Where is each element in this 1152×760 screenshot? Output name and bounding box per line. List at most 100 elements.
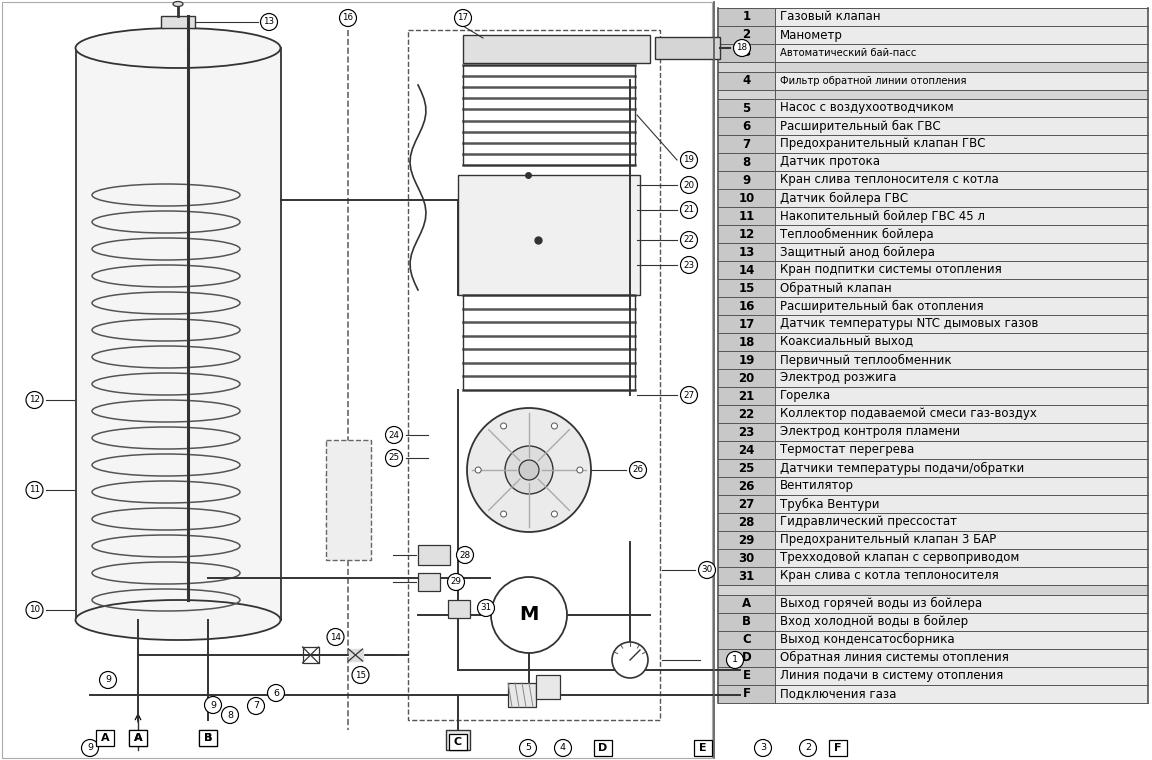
Text: 9: 9 <box>210 701 217 710</box>
Text: Предохранительный клапан 3 БАР: Предохранительный клапан 3 БАР <box>780 534 996 546</box>
Text: Выход горячей воды из бойлера: Выход горячей воды из бойлера <box>780 597 983 610</box>
Text: 18: 18 <box>736 43 748 52</box>
Text: Кран слива с котла теплоносителя: Кран слива с котла теплоносителя <box>780 569 999 582</box>
Text: 2: 2 <box>742 28 751 42</box>
Circle shape <box>386 449 402 467</box>
Bar <box>718 44 775 62</box>
Circle shape <box>577 467 583 473</box>
Text: 30: 30 <box>738 552 755 565</box>
Bar <box>775 189 1149 207</box>
Text: 20: 20 <box>683 181 695 189</box>
Bar <box>775 667 1149 685</box>
Text: B: B <box>204 733 212 743</box>
Text: 2: 2 <box>805 743 811 752</box>
Bar <box>718 685 775 702</box>
Circle shape <box>505 446 553 494</box>
Bar <box>775 225 1149 243</box>
Text: 1: 1 <box>742 11 751 24</box>
Text: Электрод розжига: Электрод розжига <box>780 372 896 385</box>
Text: 12: 12 <box>29 395 40 404</box>
Bar <box>775 117 1149 135</box>
Bar <box>718 513 775 531</box>
Bar <box>775 44 1149 62</box>
Circle shape <box>267 685 285 701</box>
Circle shape <box>755 739 772 756</box>
Text: Электрод контроля пламени: Электрод контроля пламени <box>780 426 960 439</box>
Text: 13: 13 <box>738 245 755 258</box>
Bar <box>449 734 467 750</box>
Text: Трубка Вентури: Трубка Вентури <box>780 498 879 511</box>
Circle shape <box>353 667 369 683</box>
Bar <box>775 441 1149 459</box>
Text: Датчик бойлера ГВС: Датчик бойлера ГВС <box>780 192 908 204</box>
Bar <box>718 405 775 423</box>
Circle shape <box>327 629 344 645</box>
Bar <box>594 740 612 756</box>
Bar <box>775 135 1149 153</box>
Text: 13: 13 <box>264 17 274 27</box>
Bar <box>718 225 775 243</box>
Text: Расширительный бак ГВС: Расширительный бак ГВС <box>780 119 941 132</box>
Bar <box>775 369 1149 387</box>
Text: C: C <box>454 737 462 747</box>
Circle shape <box>205 696 221 714</box>
Bar <box>775 685 1149 702</box>
Bar <box>718 135 775 153</box>
Text: 24: 24 <box>738 444 755 457</box>
Bar <box>718 243 775 261</box>
Bar <box>775 613 1149 631</box>
Bar <box>418 573 440 591</box>
Text: 26: 26 <box>738 480 755 492</box>
Text: 21: 21 <box>683 205 695 214</box>
Bar <box>408 30 660 720</box>
Text: 17: 17 <box>738 318 755 331</box>
Circle shape <box>82 739 99 756</box>
Bar <box>775 459 1149 477</box>
Bar <box>775 567 1149 585</box>
Bar <box>718 567 775 585</box>
Bar <box>463 65 635 165</box>
Text: 8: 8 <box>742 156 751 169</box>
Bar <box>718 441 775 459</box>
Text: 22: 22 <box>738 407 755 420</box>
Text: 10: 10 <box>738 192 755 204</box>
Circle shape <box>681 151 697 169</box>
Circle shape <box>467 408 591 532</box>
Text: Термостат перегрева: Термостат перегрева <box>780 444 915 457</box>
Circle shape <box>386 426 402 444</box>
Circle shape <box>447 574 464 591</box>
Text: 29: 29 <box>450 578 462 587</box>
Circle shape <box>501 423 507 429</box>
Bar <box>775 333 1149 351</box>
Text: 31: 31 <box>738 569 755 582</box>
Text: A: A <box>742 597 751 610</box>
Text: E: E <box>743 669 750 682</box>
Bar <box>199 730 217 746</box>
Text: 3: 3 <box>760 743 766 752</box>
Text: Первичный теплообменник: Первичный теплообменник <box>780 353 952 366</box>
Text: 21: 21 <box>738 389 755 403</box>
Text: 15: 15 <box>355 670 366 679</box>
Text: 6: 6 <box>273 689 279 698</box>
Text: 27: 27 <box>683 391 695 400</box>
Bar <box>775 243 1149 261</box>
Text: 9: 9 <box>88 743 93 752</box>
Circle shape <box>681 176 697 194</box>
Circle shape <box>260 14 278 30</box>
Text: 9: 9 <box>742 173 751 186</box>
Text: 15: 15 <box>738 281 755 295</box>
Bar <box>718 495 775 513</box>
Bar <box>718 153 775 171</box>
Text: 11: 11 <box>29 486 40 495</box>
Circle shape <box>799 739 817 756</box>
Circle shape <box>734 40 750 56</box>
Text: Выход конденсатосборника: Выход конденсатосборника <box>780 633 955 646</box>
Bar <box>76 48 280 620</box>
Circle shape <box>612 642 647 678</box>
Circle shape <box>26 391 43 409</box>
Text: F: F <box>743 687 750 700</box>
Bar <box>775 648 1149 667</box>
Circle shape <box>26 601 43 619</box>
Bar <box>508 683 536 707</box>
Text: Гидравлический прессостат: Гидравлический прессостат <box>780 515 957 528</box>
